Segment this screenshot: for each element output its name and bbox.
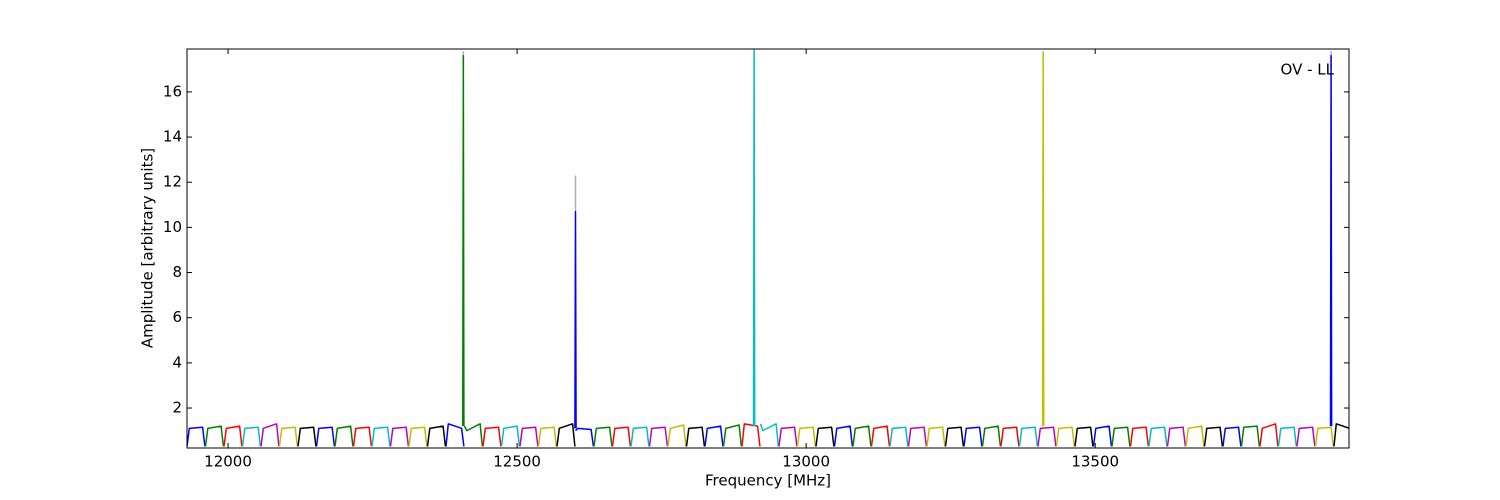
- series-line: [187, 423, 1242, 447]
- plot-frame: [186, 48, 1350, 449]
- series-line: [1041, 52, 1045, 427]
- series-line: [1329, 55, 1333, 427]
- y-tick-label: 6: [172, 308, 182, 326]
- series-line: [278, 424, 1335, 447]
- x-tick-label: 12000: [204, 453, 252, 471]
- y-tick-label: 10: [163, 218, 182, 236]
- series-line: [204, 423, 1261, 447]
- y-tick-label: 16: [163, 82, 182, 100]
- y-tick-label: 4: [172, 353, 182, 371]
- y-tick-label: 12: [163, 173, 182, 191]
- y-tick-label: 8: [172, 263, 182, 281]
- plot-area: [187, 49, 1349, 447]
- x-tick-label: 12500: [493, 453, 541, 471]
- y-axis-label: Amplitude [arbitrary units]: [139, 148, 157, 348]
- annotation: OV - LL: [1281, 61, 1335, 79]
- y-tick-label: 14: [163, 128, 182, 146]
- x-axis-label: Frequency [MHz]: [705, 472, 831, 490]
- series-line: [241, 423, 1298, 447]
- y-tick-label: 2: [172, 399, 182, 417]
- series-line: [260, 423, 1316, 447]
- x-tick-label: 13000: [782, 453, 830, 471]
- series-line: [574, 210, 577, 429]
- series-line: [223, 423, 1279, 447]
- x-tick-label: 13500: [1071, 453, 1119, 471]
- series-line: [297, 423, 1349, 447]
- series-line: [752, 49, 756, 427]
- series-line: [462, 55, 465, 427]
